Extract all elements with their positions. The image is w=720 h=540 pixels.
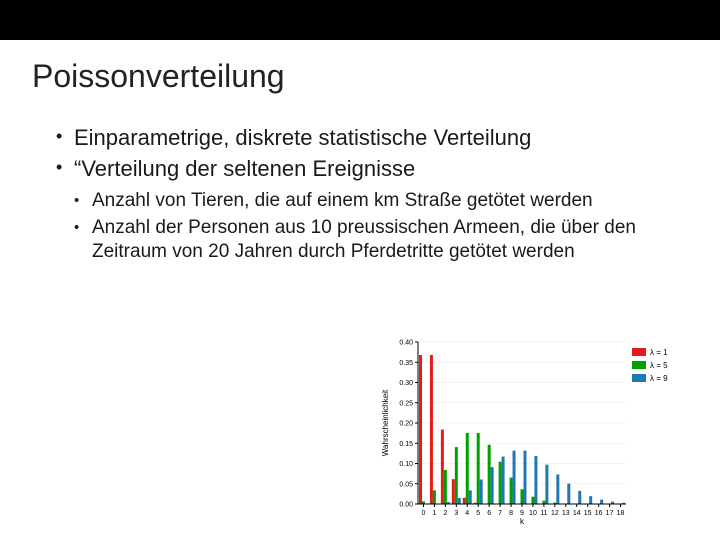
svg-text:9: 9 — [520, 510, 524, 517]
svg-text:0.25: 0.25 — [399, 400, 413, 407]
svg-text:0.30: 0.30 — [399, 380, 413, 387]
content-area: Einparametrige, diskrete statistische Ve… — [56, 123, 684, 265]
svg-text:10: 10 — [529, 510, 537, 517]
slide-title: Poissonverteilung — [32, 58, 720, 95]
svg-text:0.20: 0.20 — [399, 421, 413, 428]
svg-text:λ = 5: λ = 5 — [650, 361, 668, 370]
svg-text:0.35: 0.35 — [399, 360, 413, 367]
svg-text:12: 12 — [551, 510, 559, 517]
poisson-chart-svg: 0.000.050.100.150.200.250.300.350.400123… — [378, 336, 686, 526]
svg-text:0.10: 0.10 — [399, 461, 413, 468]
bullet-2-text: “Verteilung der seltenen Ereignisse — [74, 156, 415, 181]
svg-text:17: 17 — [606, 510, 614, 517]
svg-text:13: 13 — [562, 510, 570, 517]
bullet-2: “Verteilung der seltenen Ereignisse Anza… — [56, 154, 684, 265]
svg-text:λ = 9: λ = 9 — [650, 374, 668, 383]
sub-bullet-1: Anzahl von Tieren, die auf einem km Stra… — [74, 189, 684, 214]
svg-text:8: 8 — [509, 510, 513, 517]
svg-text:11: 11 — [540, 510, 547, 517]
svg-text:k: k — [520, 517, 525, 526]
svg-text:14: 14 — [573, 510, 581, 517]
svg-text:2: 2 — [443, 510, 447, 517]
svg-text:3: 3 — [454, 510, 458, 517]
svg-text:0: 0 — [422, 510, 426, 517]
svg-text:0.05: 0.05 — [399, 481, 413, 488]
svg-text:6: 6 — [487, 510, 491, 517]
svg-text:7: 7 — [498, 510, 502, 517]
svg-text:0.00: 0.00 — [399, 502, 413, 509]
svg-text:15: 15 — [584, 510, 592, 517]
svg-text:4: 4 — [465, 510, 469, 517]
svg-text:16: 16 — [595, 510, 603, 517]
svg-text:5: 5 — [476, 510, 480, 517]
bullet-1: Einparametrige, diskrete statistische Ve… — [56, 123, 684, 152]
sub-bullet-2: Anzahl der Personen aus 10 preussischen … — [74, 216, 684, 265]
top-black-bar — [0, 0, 720, 40]
svg-text:1: 1 — [432, 510, 436, 517]
poisson-chart: 0.000.050.100.150.200.250.300.350.400123… — [378, 336, 686, 526]
svg-text:18: 18 — [617, 510, 625, 517]
svg-text:λ = 1: λ = 1 — [650, 348, 668, 357]
svg-text:Wahrscheinlichkeit: Wahrscheinlichkeit — [381, 389, 390, 456]
svg-text:0.40: 0.40 — [399, 340, 413, 347]
svg-text:0.15: 0.15 — [399, 441, 413, 448]
